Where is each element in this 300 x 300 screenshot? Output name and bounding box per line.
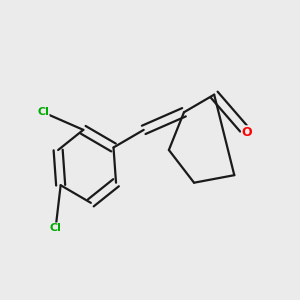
Text: O: O: [242, 126, 252, 139]
Text: Cl: Cl: [50, 223, 62, 233]
Text: Cl: Cl: [37, 107, 49, 117]
